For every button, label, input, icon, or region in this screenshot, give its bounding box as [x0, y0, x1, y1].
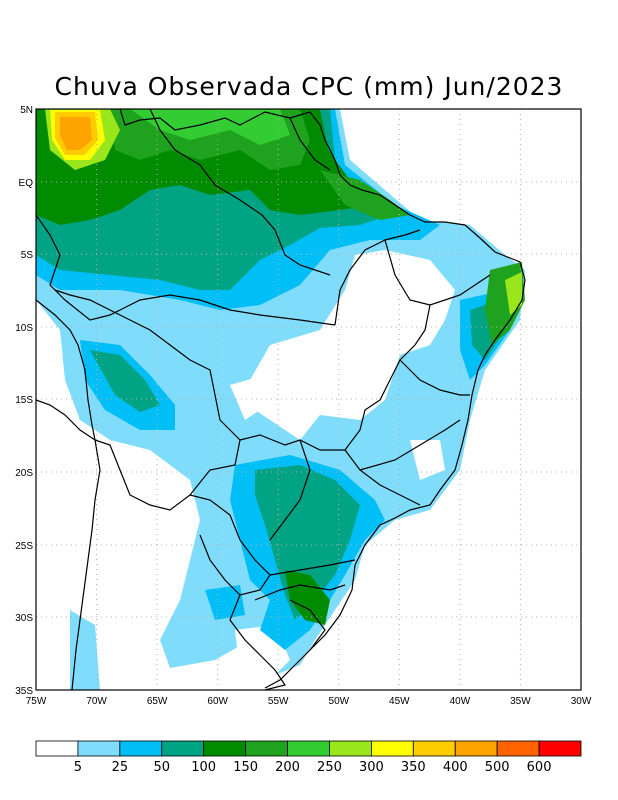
rain-zone-50-sw	[205, 585, 245, 620]
border-central	[334, 229, 421, 326]
border-se-1	[344, 449, 421, 506]
colorbar-swatch	[203, 740, 247, 757]
colorbar-swatch	[538, 740, 582, 757]
colorbar-swatch	[35, 740, 79, 757]
colorbar-swatch	[370, 740, 414, 757]
lat-tick: 25S	[15, 541, 33, 552]
rain-zone-150-south	[285, 570, 330, 625]
border-ne-2	[344, 304, 431, 451]
border-uruguay	[289, 599, 326, 651]
lat-tick: 15S	[15, 395, 33, 406]
colorbar-swatch	[454, 740, 498, 757]
colorbar-label: 350	[401, 760, 426, 775]
lat-tick: EQ	[19, 178, 34, 189]
lon-ticks: 75W 70W 65W 60W 55W 50W 45W 40W 35W 30W	[26, 696, 592, 707]
border-se-2	[299, 439, 345, 451]
lon-tick: 35W	[510, 696, 531, 707]
border-amazon-west	[36, 214, 336, 326]
rainfall-field	[36, 109, 525, 690]
country-borders	[36, 109, 526, 690]
dry-zone-interior	[250, 250, 455, 440]
border-west-andes	[36, 299, 96, 442]
lat-ticks: 5N EQ 5S 10S 15S 20S 25S 30S 35S	[15, 105, 33, 697]
colorbar-swatch	[287, 740, 330, 757]
border-amapa	[289, 117, 331, 171]
colorbar-swatch	[412, 740, 456, 757]
border-chile	[71, 439, 101, 690]
lon-tick: 75W	[26, 696, 47, 707]
colorbar-swatch	[329, 740, 372, 757]
rain-zone-25-south	[70, 610, 100, 690]
colorbar	[35, 740, 582, 757]
colorbar-swatch	[119, 740, 163, 757]
border-north-states	[149, 109, 331, 276]
lon-tick: 65W	[147, 696, 168, 707]
lat-tick: 10S	[15, 323, 33, 334]
colorbar-label: 400	[443, 760, 468, 775]
lat-tick: 35S	[15, 686, 33, 697]
colorbar-label: 200	[275, 760, 300, 775]
colorbar-label: 5	[74, 760, 82, 775]
rain-zone-300-east	[505, 272, 522, 315]
colorbar-label: 25	[112, 760, 129, 775]
colorbar-label: 100	[191, 760, 216, 775]
coastline-north	[119, 109, 526, 689]
colorbar-label: 150	[233, 760, 258, 775]
lon-tick: 45W	[389, 696, 410, 707]
colorbar-label: 250	[317, 760, 342, 775]
border-south-states	[269, 559, 356, 576]
lon-tick: 40W	[450, 696, 471, 707]
colorbar-label: 50	[153, 760, 170, 775]
colorbar-label: 500	[485, 760, 510, 775]
border-bolivia	[54, 289, 241, 511]
lon-tick: 55W	[268, 696, 289, 707]
colorbar-swatch	[161, 740, 205, 757]
rain-zone-500	[60, 117, 92, 150]
lat-tick: 30S	[15, 613, 33, 624]
lat-tick: 5N	[20, 105, 33, 116]
map-grid	[36, 109, 581, 690]
colorbar-swatch	[496, 740, 540, 757]
colorbar-label: 600	[527, 760, 552, 775]
lon-tick: 30W	[571, 696, 592, 707]
map-frame	[35, 108, 582, 691]
rain-zone-100-south	[255, 465, 360, 620]
border-ne-1	[384, 239, 491, 306]
dry-zone-center	[230, 375, 275, 420]
colorbar-swatch	[77, 740, 121, 757]
rain-zone-200-coast	[320, 170, 410, 220]
border-rs	[254, 584, 346, 601]
colorbar-swatch	[245, 740, 288, 757]
lat-tick: 20S	[15, 468, 33, 479]
dry-zone-east	[410, 440, 445, 480]
colorbar-labels: 5 25 50 100 150 200 250 300 350 400 500 600	[74, 760, 552, 775]
border-ba	[399, 359, 470, 396]
map-title: Chuva Observada CPC (mm) Jun/2023	[54, 72, 564, 101]
border-argentina	[229, 594, 286, 690]
lon-tick: 60W	[207, 696, 228, 707]
colorbar-label: 300	[359, 760, 384, 775]
lat-tick: 5S	[21, 250, 34, 261]
rain-zone-250	[130, 109, 290, 145]
rain-zone-100-west	[90, 350, 160, 412]
lon-tick: 50W	[329, 696, 350, 707]
border-ms	[239, 434, 311, 541]
border-mg	[359, 419, 461, 471]
lon-tick: 70W	[86, 696, 107, 707]
